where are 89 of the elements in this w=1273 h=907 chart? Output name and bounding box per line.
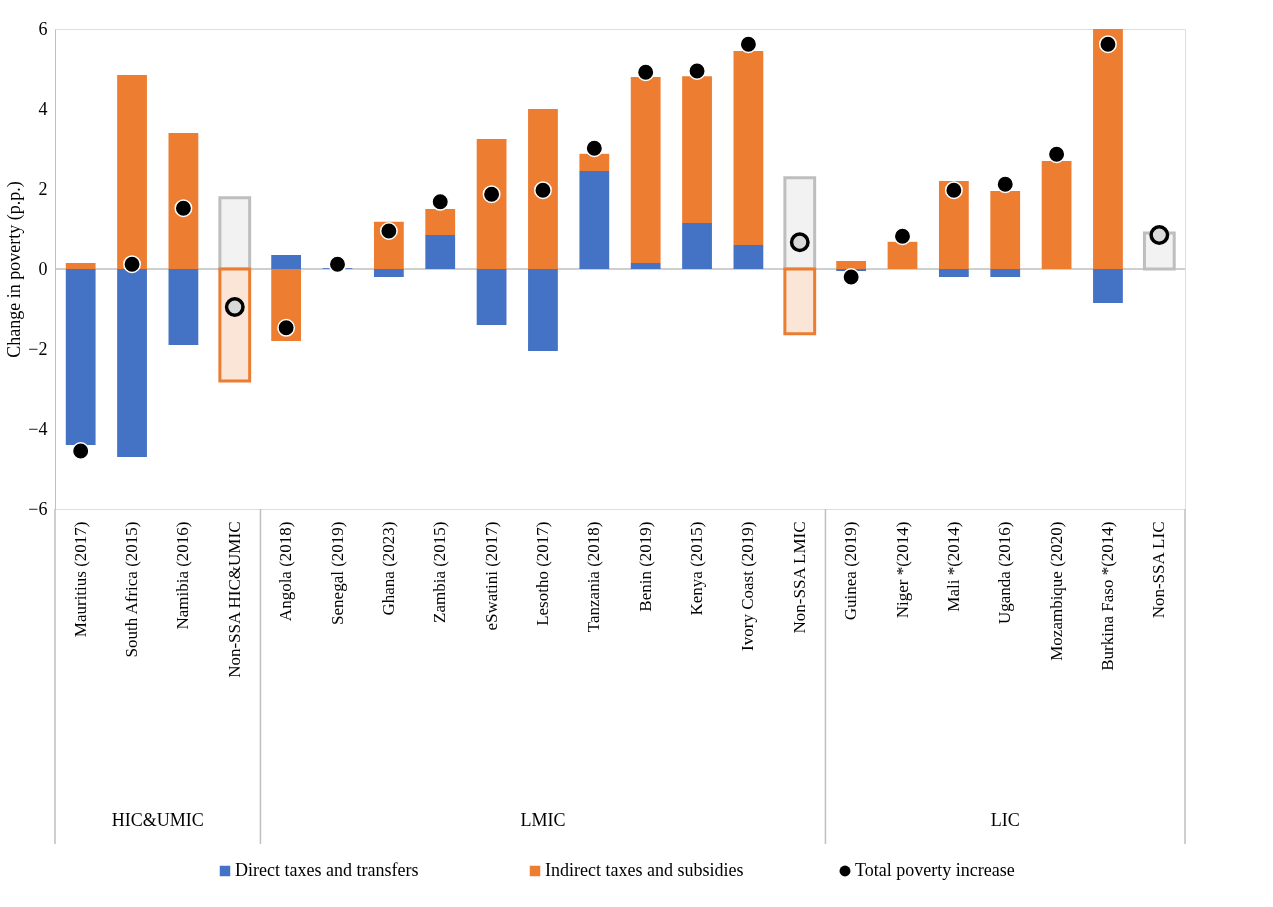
legend-label: Direct taxes and transfers [235,860,419,880]
x-tick-label: Tanzania (2018) [584,521,604,633]
bar [476,139,507,269]
y-tick-label: −2 [28,338,48,359]
point [431,192,450,211]
point [328,255,347,274]
point [1047,145,1066,164]
x-tick-label: Mozambique (2020) [1046,521,1066,661]
y-tick-label: 4 [38,98,48,119]
point [893,227,912,246]
point [996,175,1015,194]
text: HIC&UMIC [111,810,204,830]
point [123,255,142,274]
x-tick-label: Uganda (2016) [995,521,1015,624]
y-tick-label: 6 [38,18,48,39]
x-tick-label: Ghana (2023) [378,521,398,616]
y-tick-label: −6 [28,498,48,519]
bar [1093,29,1123,269]
bar [733,245,764,269]
bar [938,181,969,269]
bar [117,75,147,269]
x-tick-label: Mauritius (2017) [70,521,90,638]
x-tick-label: Mali *(2014) [943,521,963,612]
bar [1041,161,1072,269]
point [1098,35,1117,54]
bar [425,235,456,269]
bar [271,255,302,269]
point [174,199,193,218]
bar [836,261,867,269]
bar [579,171,610,269]
y-tick-label: 2 [38,178,48,199]
x-tick-label: Burkina Faso *(2014) [1097,521,1117,671]
point [789,232,810,253]
point [739,35,758,54]
x-tick-label: Benin (2019) [635,521,655,612]
x-tick-label: Namibia (2016) [173,521,193,630]
bar [938,269,969,277]
bar [528,269,558,351]
point [1149,225,1170,245]
y-tick-label: 0 [38,258,48,279]
bar [168,133,199,269]
bar [425,209,456,235]
bar [682,76,712,223]
point [277,318,296,337]
point [224,297,245,317]
x-tick-label: Non-SSA HIC&UMIC [224,521,244,678]
point [379,222,398,240]
point [71,442,90,460]
bar [117,269,147,457]
text: LMIC [520,810,566,830]
bar [373,269,404,277]
point [842,268,861,286]
bar [65,269,96,445]
x-tick-label: Non-SSA LIC [1149,521,1169,619]
x-tick-label: Guinea (2019) [841,521,861,621]
bar [65,263,96,269]
legend-label: Total poverty increase [855,860,1015,880]
legend-label: Indirect taxes and subsidies [545,860,744,880]
bar [476,269,507,325]
x-tick-label: Niger *(2014) [892,521,912,619]
x-tick-label: South Africa (2015) [122,521,142,658]
bar [1093,269,1123,303]
x-tick-label: Zambia (2015) [430,521,450,623]
bar [630,77,661,263]
bar [887,241,918,269]
bar [990,191,1021,269]
y-axis-title: Change in poverty (p.p.) [4,181,26,358]
bar [528,109,558,269]
x-tick-label: Lesotho (2017) [532,521,552,626]
point [533,181,552,200]
x-tick-label: Angola (2018) [276,521,296,622]
bar [579,153,610,171]
bar [733,51,764,245]
bar [682,223,712,269]
point [636,63,655,82]
x-tick-label: Kenya (2015) [687,521,707,616]
x-tick-label: eSwatini (2017) [481,521,501,631]
point [944,181,963,200]
bar [630,263,661,269]
x-tick-label: Ivory Coast (2019) [738,521,758,651]
x-tick-label: Non-SSA LMIC [789,521,809,634]
bar [168,269,199,345]
text: LIC [990,810,1020,830]
y-tick-label: −4 [28,418,48,439]
point [688,62,707,80]
bar [990,269,1021,277]
point [585,139,604,158]
x-tick-label: Senegal (2019) [327,521,347,625]
point [482,185,501,204]
